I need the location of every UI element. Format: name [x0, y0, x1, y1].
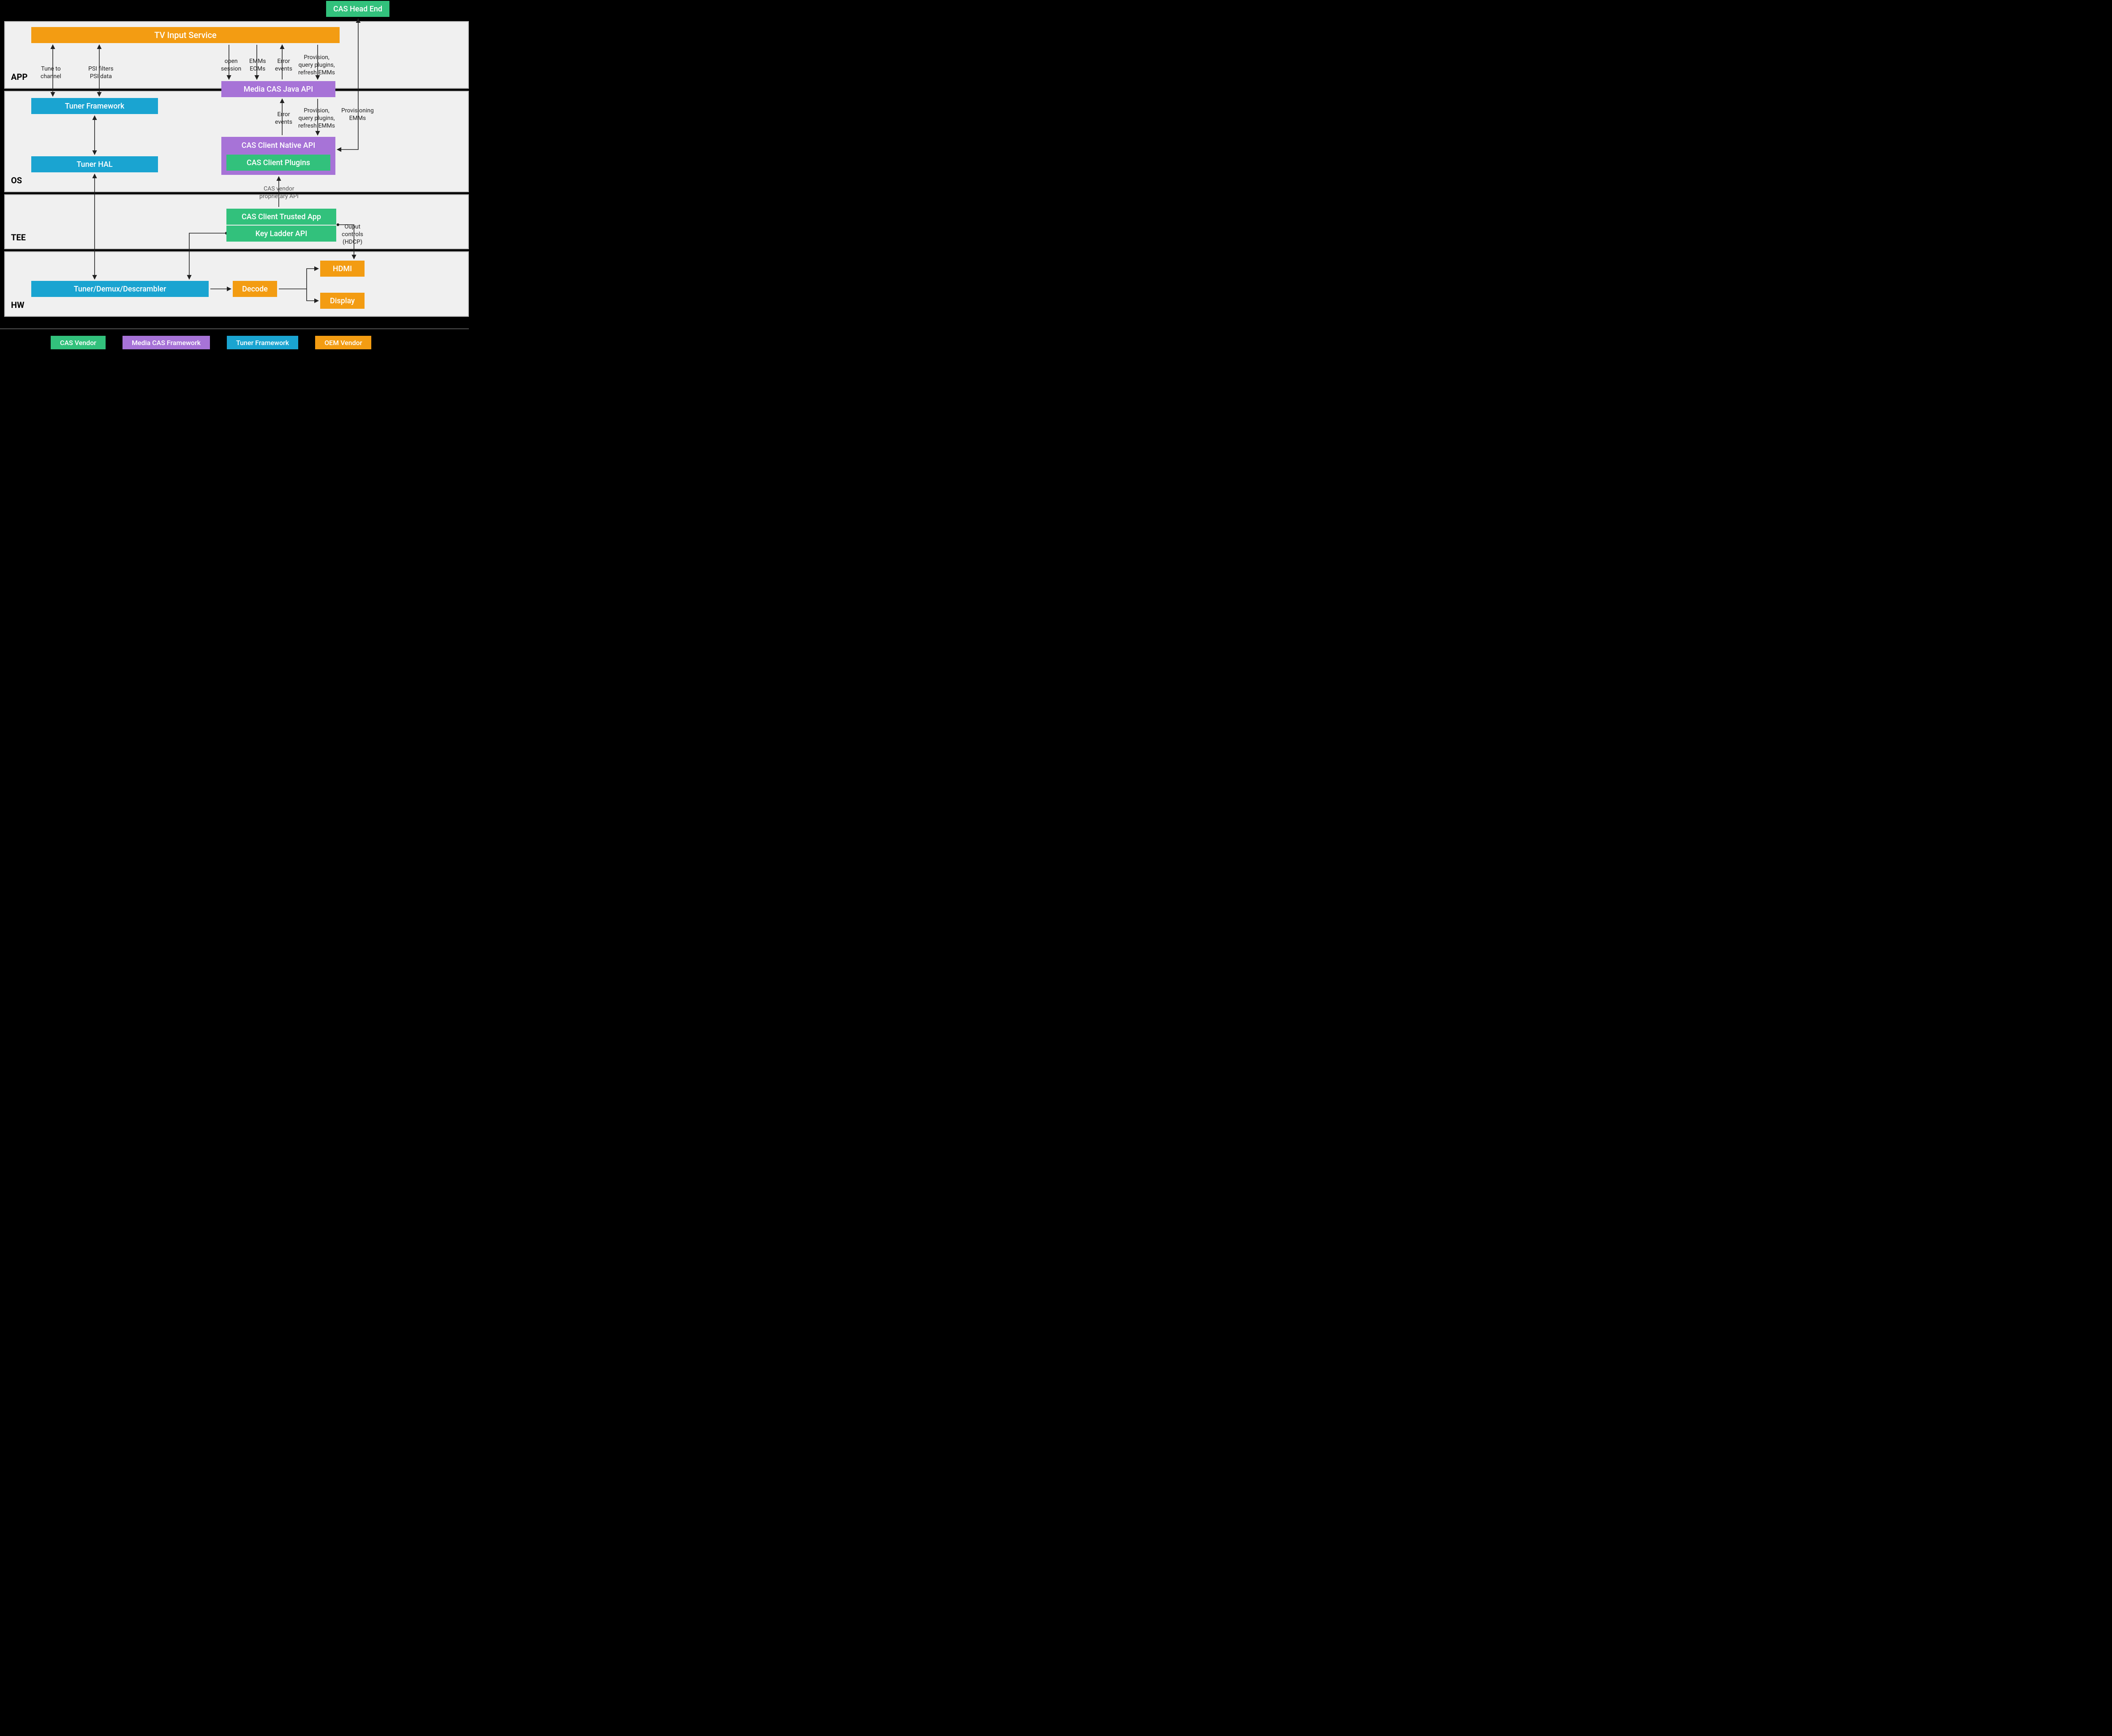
layer-app-label: APP — [11, 72, 27, 82]
legend: CAS Vendor Media CAS Framework Tuner Fra… — [42, 336, 380, 349]
node-tv-input-service: TV Input Service — [31, 27, 340, 43]
node-media-cas-java-api: Media CAS Java API — [221, 81, 335, 97]
node-hdmi: HDMI — [320, 261, 365, 277]
edge-label-provision-1: Provision,query plugins,refresh EMMs — [298, 54, 335, 77]
edge-label-provision-2: Provision,query plugins,refresh EMMs — [298, 107, 335, 130]
edge-label-psi: PSI filtersPSI data — [88, 65, 114, 80]
legend-tuner: Tuner Framework — [227, 336, 298, 349]
edge-label-error-events-2: Errorevents — [275, 111, 292, 126]
node-cas-client-trusted-app: CAS Client Trusted App — [226, 209, 336, 225]
legend-media-cas: Media CAS Framework — [122, 336, 210, 349]
layer-hw-label: HW — [11, 300, 24, 310]
legend-oem-vendor: OEM Vendor — [315, 336, 371, 349]
node-tuner-hal: Tuner HAL — [31, 156, 158, 172]
node-key-ladder-api: Key Ladder API — [226, 226, 336, 242]
node-tuner-framework: Tuner Framework — [31, 98, 158, 114]
edge-label-open-session: opensession — [221, 57, 241, 73]
node-decode: Decode — [233, 281, 277, 297]
edge-label-output-controls: Ouputcontrols(HDCP) — [342, 223, 363, 246]
edge-label-emms-eoms: EMMsEOMs — [249, 57, 266, 73]
edge-label-tune-to-channel: Tune tochannel — [41, 65, 61, 80]
layer-os-label: OS — [11, 175, 22, 185]
legend-cas-vendor: CAS Vendor — [51, 336, 106, 349]
layer-tee-label: TEE — [11, 232, 26, 242]
edge-label-cas-vendor-api: CAS vendorproprietary API — [259, 185, 299, 200]
node-tuner-demux-descrambler: Tuner/Demux/Descrambler — [31, 281, 209, 297]
node-display: Display — [320, 293, 365, 309]
edge-label-error-events-1: Errorevents — [275, 57, 292, 73]
node-cas-client-plugins: CAS Client Plugins — [226, 155, 330, 171]
edge-label-provisioning-emms: ProvisioningEMMs — [341, 107, 374, 122]
node-cas-head-end: CAS Head End — [326, 1, 389, 17]
